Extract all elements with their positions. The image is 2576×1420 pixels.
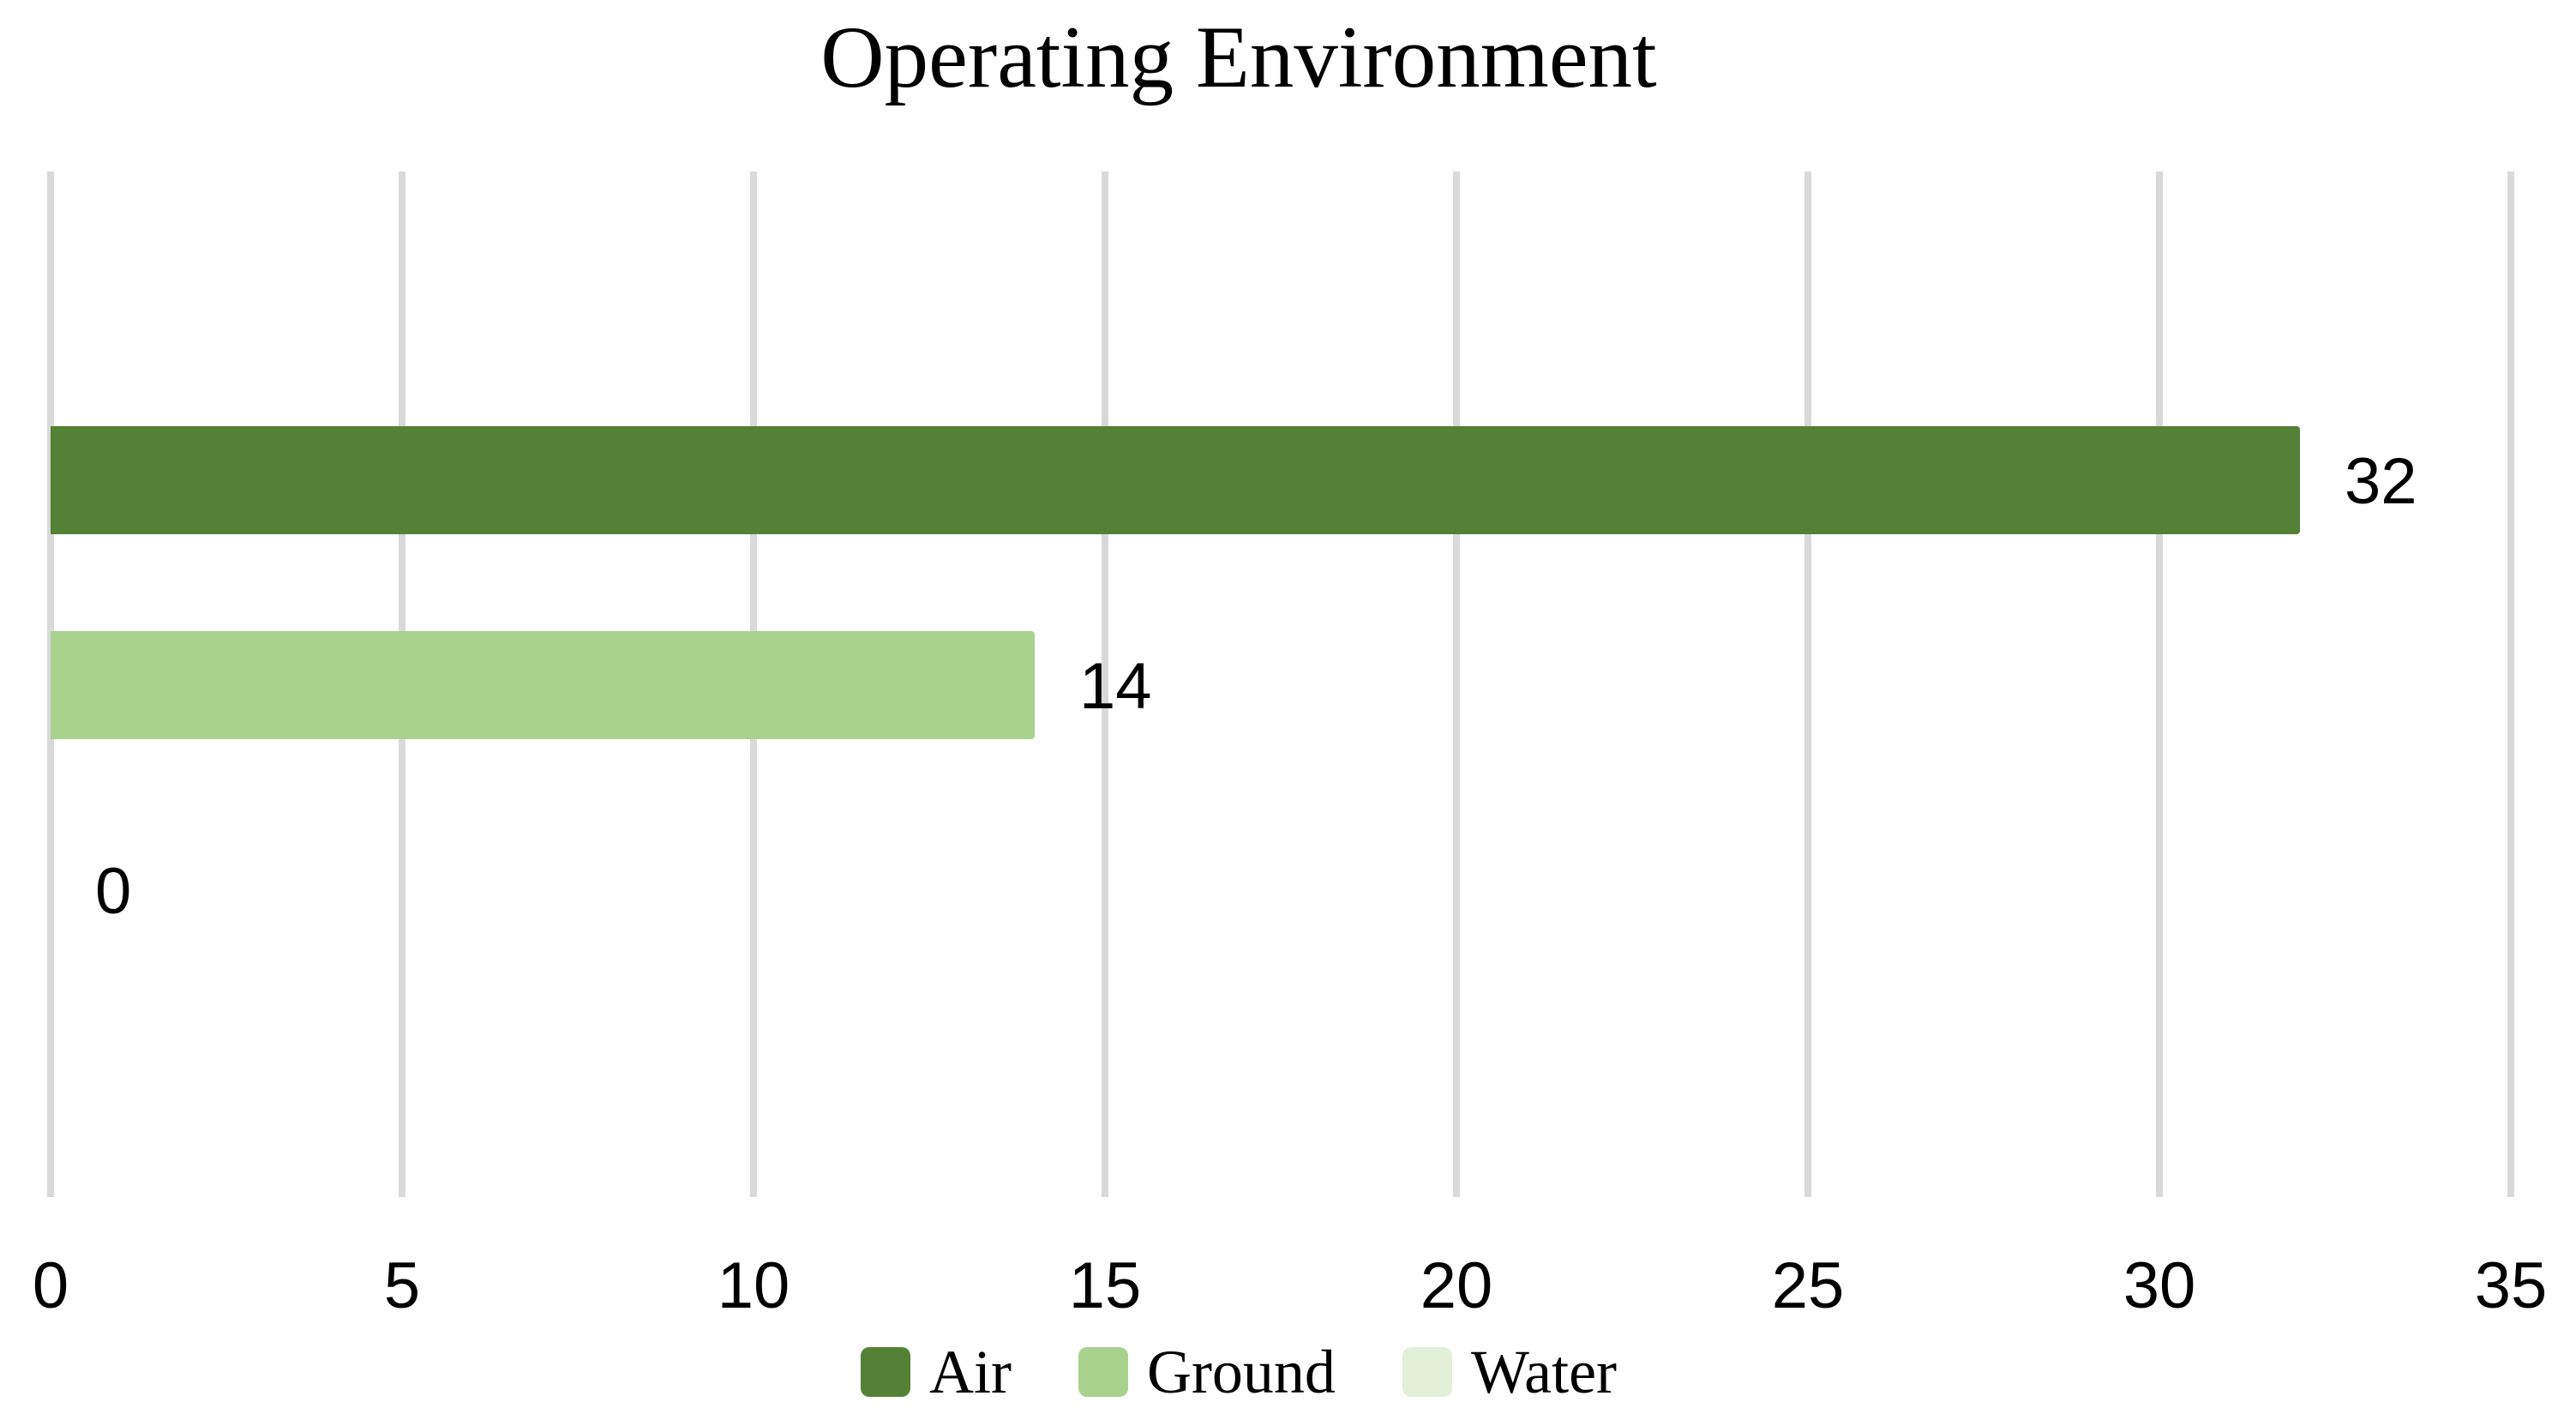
- gridline-x-15: [1102, 171, 1108, 1197]
- legend: Air Ground Water: [0, 1334, 2477, 1410]
- legend-entry-water: Water: [1402, 1341, 1617, 1403]
- gridline-x-20: [1453, 171, 1460, 1197]
- value-label-water: 0: [95, 855, 132, 928]
- legend-entry-ground: Ground: [1078, 1341, 1336, 1403]
- bar-ground: [51, 631, 1035, 739]
- bar-air: [51, 426, 2300, 534]
- legend-label-air: Air: [928, 1338, 1012, 1406]
- chart-title: Operating Environment: [820, 9, 1657, 106]
- x-tick-label-25: 25: [1771, 1249, 1845, 1322]
- x-tick-label-35: 35: [2474, 1249, 2548, 1322]
- value-label-air: 32: [2345, 445, 2417, 518]
- x-tick-label-5: 5: [383, 1249, 421, 1322]
- legend-entry-air: Air: [860, 1338, 1012, 1406]
- x-tick-label-20: 20: [1420, 1249, 1493, 1322]
- x-tick-label-15: 15: [1068, 1249, 1142, 1322]
- legend-label-ground: Ground: [1146, 1338, 1336, 1406]
- gridline-x-35: [2507, 171, 2514, 1197]
- x-tick-label-10: 10: [717, 1249, 790, 1322]
- value-label-ground: 14: [1079, 650, 1152, 723]
- gridline-x-25: [1804, 171, 1811, 1197]
- x-tick-label-0: 0: [32, 1249, 69, 1322]
- x-tick-label-30: 30: [2123, 1249, 2196, 1322]
- legend-swatch-air: [860, 1347, 910, 1397]
- legend-swatch-ground: [1078, 1347, 1128, 1397]
- gridline-x-30: [2156, 171, 2163, 1197]
- legend-label-water: Water: [1470, 1338, 1618, 1406]
- legend-swatch-water: [1402, 1347, 1452, 1397]
